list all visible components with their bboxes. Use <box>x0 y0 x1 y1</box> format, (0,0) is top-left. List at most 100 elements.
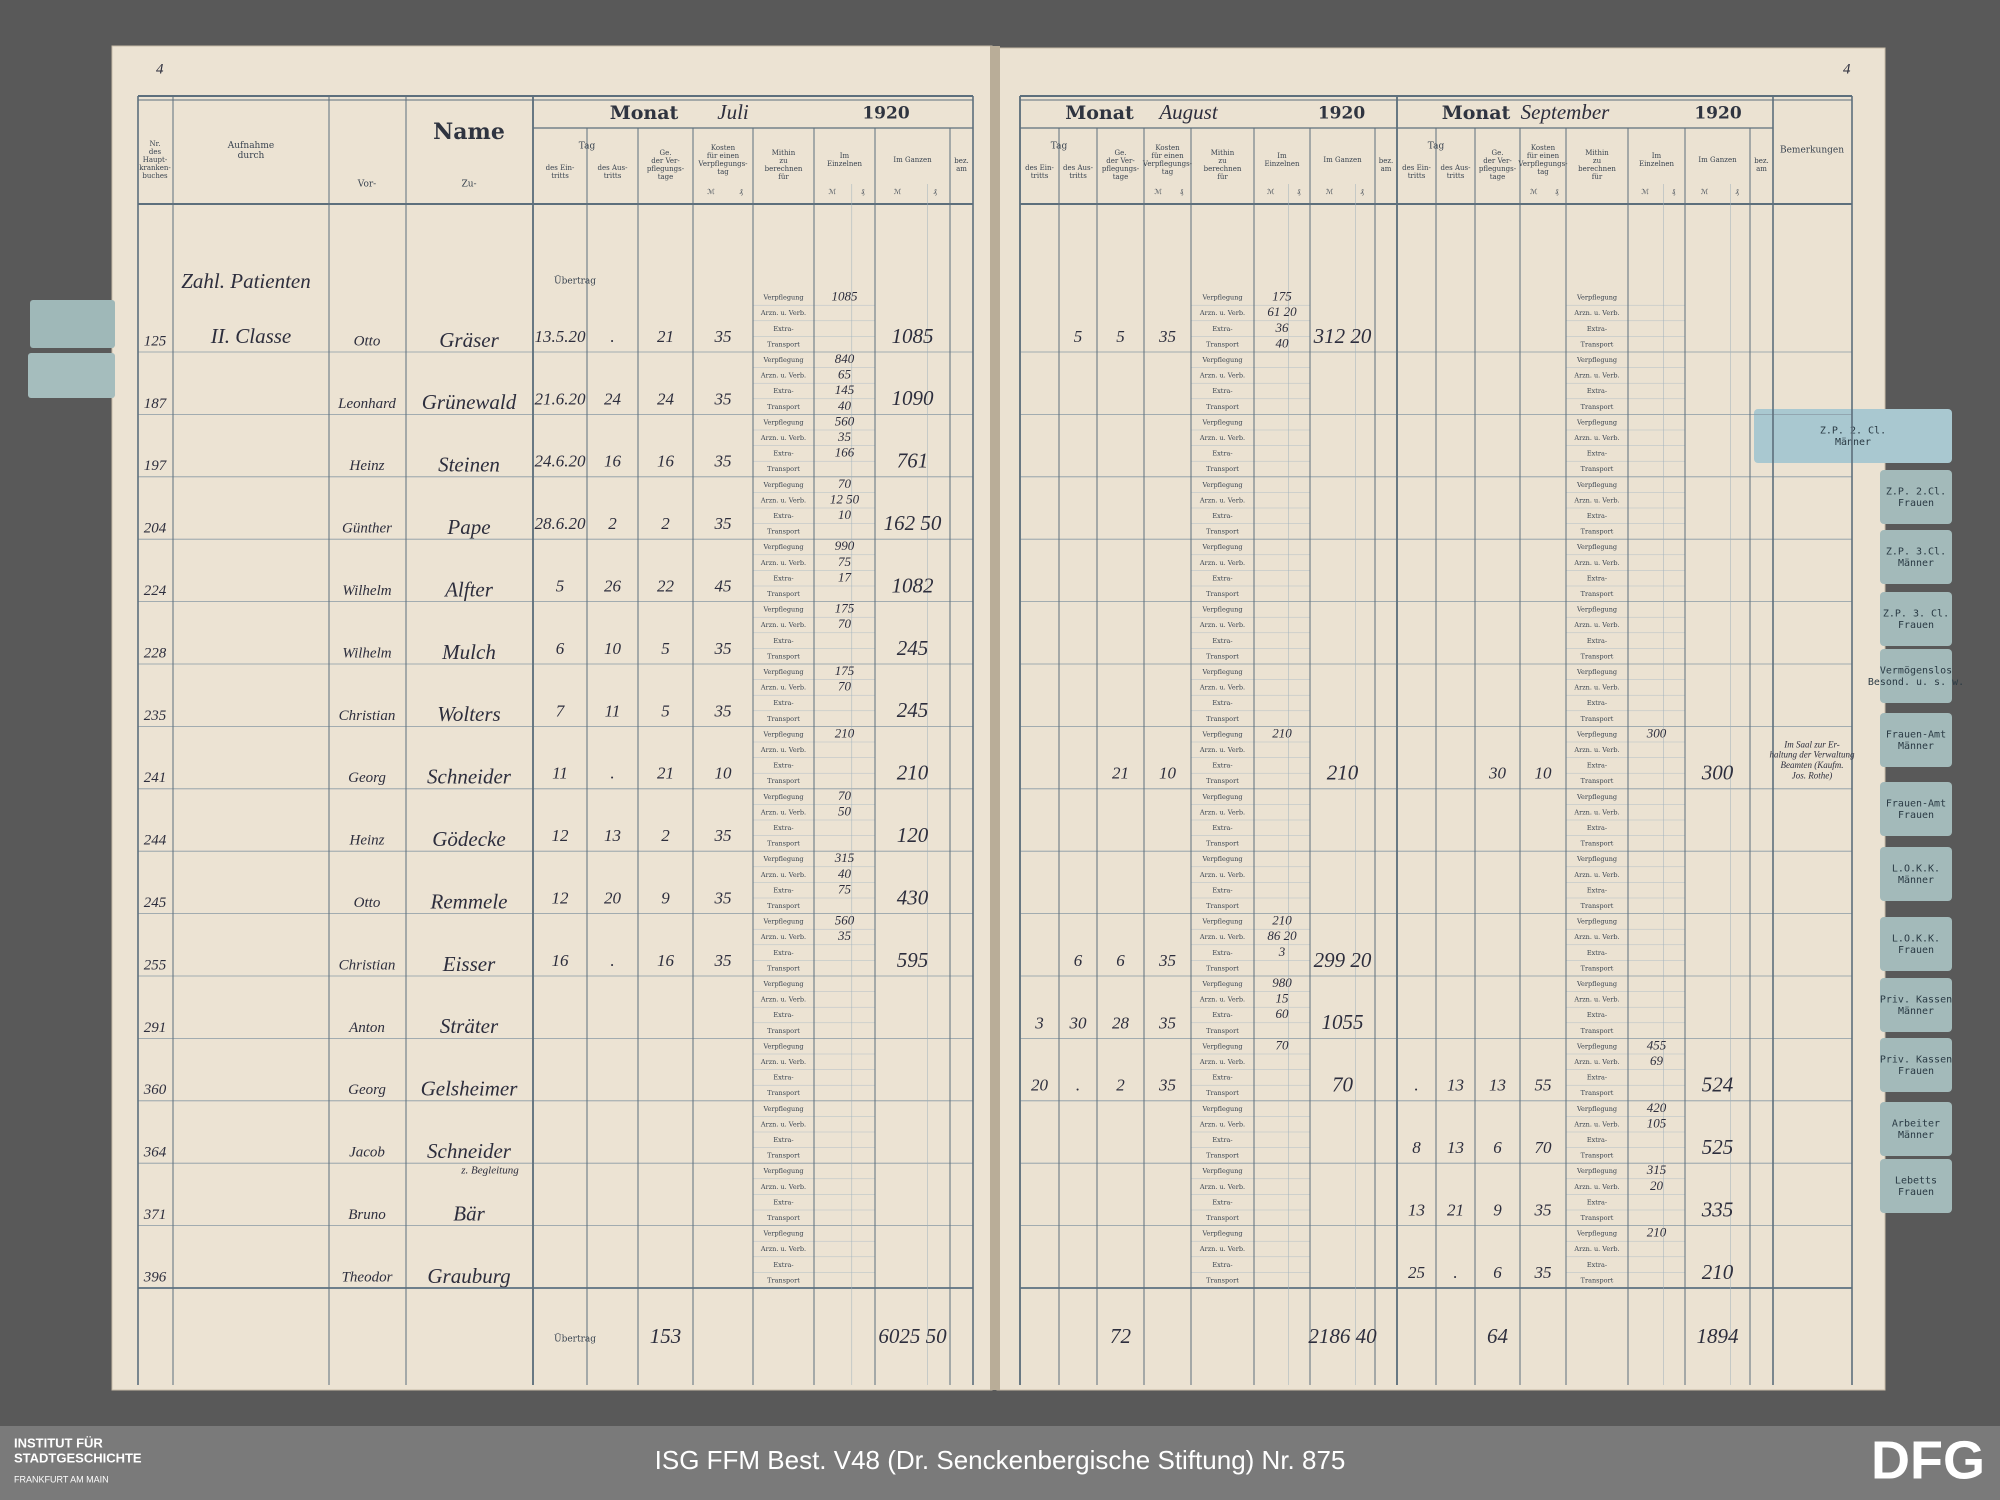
mithin-label: Arzn. u. Verb. <box>1199 621 1245 629</box>
cell-ganzen: 1082 <box>892 573 935 597</box>
mithin-label: Transport <box>1581 1027 1614 1035</box>
col-einzeln: Im Einzelnen <box>1639 152 1675 168</box>
mithin-label: Verpflegung <box>762 418 803 426</box>
mithin-label: Verpflegung <box>1576 918 1617 926</box>
mithin-label: Verpflegung <box>1201 481 1242 489</box>
cell-ein: 13 <box>1408 1201 1425 1220</box>
mithin-label: Extra- <box>1212 387 1232 395</box>
cell-tage: 5 <box>1116 327 1125 346</box>
row-zuname: Mulch <box>441 640 496 664</box>
mithin-label: Verpflegung <box>1201 294 1242 302</box>
mithin-label: Verpflegung <box>1576 730 1617 738</box>
row-nr: 255 <box>144 957 167 973</box>
cell-aus: . <box>1453 1263 1457 1282</box>
mithin-label: Verpflegung <box>1576 668 1617 676</box>
col-mark: ℳ <box>894 188 902 196</box>
mithin-label: Transport <box>1206 1152 1239 1160</box>
cell-ganzen: 210 <box>1702 1260 1734 1284</box>
cell-ein: 28.6.20 <box>535 514 587 533</box>
tab <box>28 353 115 398</box>
row-nr: 244 <box>144 833 167 849</box>
row-vorname: Otto <box>354 333 381 349</box>
row-nr: 235 <box>144 708 167 724</box>
col-ein: des Ein-tritts <box>1025 164 1054 180</box>
mithin-label: Extra- <box>1587 387 1607 395</box>
row-zuname: Pape <box>446 515 490 539</box>
cell-einzeln: 20 <box>1650 1178 1664 1193</box>
cell-einzeln: 75 <box>838 881 852 896</box>
cell-ganzen: 210 <box>897 761 929 785</box>
mithin-label: Transport <box>1581 1214 1614 1222</box>
mithin-label: Verpflegung <box>1201 855 1242 863</box>
cell-einzeln: 990 <box>835 538 855 553</box>
mithin-label: Transport <box>1206 840 1239 848</box>
mithin-label: Extra- <box>1587 574 1607 582</box>
mithin-label: Arzn. u. Verb. <box>1573 1183 1619 1191</box>
mithin-label: Verpflegung <box>1201 418 1242 426</box>
mithin-label: Extra- <box>1212 637 1232 645</box>
city: FRANKFURT AM MAIN <box>14 1474 109 1484</box>
cell-einzeln: 70 <box>838 476 852 491</box>
col-mark: ℳ <box>829 188 837 196</box>
mithin-label: Verpflegung <box>762 1167 803 1175</box>
cell-einzeln: 175 <box>835 601 855 616</box>
cell-aus: 6 <box>1074 951 1083 970</box>
mithin-label: Extra- <box>1212 762 1232 770</box>
row-vorname: Christian <box>339 957 396 973</box>
col-pf: ₰ <box>739 188 743 196</box>
mithin-label: Arzn. u. Verb. <box>760 1245 806 1253</box>
cell-ein: 16 <box>552 951 570 970</box>
mithin-label: Verpflegung <box>1576 543 1617 551</box>
mithin-label: Transport <box>767 1276 800 1284</box>
row-vorname: Heinz <box>349 458 385 474</box>
cell-tage: 6 <box>1493 1263 1502 1282</box>
cell-tage: 30 <box>1488 764 1507 783</box>
month-label: Monat <box>1065 102 1134 124</box>
total-tage: 153 <box>650 1324 682 1348</box>
mithin-label: Arzn. u. Verb. <box>1573 1058 1619 1066</box>
col-mark: ℳ <box>1530 188 1538 196</box>
col-pf: ₰ <box>1672 188 1676 196</box>
row-vorname: Otto <box>354 895 381 911</box>
tab <box>1880 978 1952 1032</box>
mithin-label: Verpflegung <box>1201 980 1242 988</box>
mithin-label: Verpflegung <box>1201 1042 1242 1050</box>
row-bemerkung: Im Saal zur Er-haltung der Verwaltung Bea… <box>1770 739 1855 780</box>
mithin-label: Extra- <box>773 1011 793 1019</box>
mithin-label: Transport <box>767 1089 800 1097</box>
month-name: August <box>1157 100 1219 124</box>
cell-tage: 21 <box>1112 764 1129 783</box>
mithin-label: Extra- <box>1587 1011 1607 1019</box>
row-note: z. Begleitung <box>460 1165 519 1177</box>
mithin-label: Arzn. u. Verb. <box>1573 684 1619 692</box>
mithin-label: Verpflegung <box>762 730 803 738</box>
cell-einzeln: 145 <box>835 382 855 397</box>
cell-einzeln: 10 <box>838 507 852 522</box>
cell-kosten: 35 <box>714 951 732 970</box>
mithin-label: Transport <box>767 840 800 848</box>
total-tage: 72 <box>1110 1324 1132 1348</box>
header-aufnahme: Aufnahme durch <box>227 140 274 160</box>
row-vorname: Wilhelm <box>342 645 391 661</box>
cell-einzeln: 60 <box>1276 1006 1290 1021</box>
tab <box>1880 1159 1952 1213</box>
col-tag: Tag <box>1428 142 1445 152</box>
col-einzeln: Im Einzelnen <box>827 152 863 168</box>
row-zuname: Bär <box>453 1201 485 1225</box>
col-bez: bez. am <box>954 157 969 173</box>
mithin-label: Extra- <box>773 1261 793 1269</box>
mithin-label: Extra- <box>1587 1261 1607 1269</box>
header-zu: Zu- <box>461 180 476 190</box>
mithin-label: Verpflegung <box>1201 606 1242 614</box>
cell-einzeln: 35 <box>837 928 852 943</box>
row-nr: 241 <box>144 770 167 786</box>
cell-einzeln: 300 <box>1646 725 1667 740</box>
col-mark: ℳ <box>1701 188 1709 196</box>
cell-einzeln: 175 <box>835 663 855 678</box>
cell-tage: 9 <box>1493 1201 1502 1220</box>
cell-einzeln: 420 <box>1647 1100 1667 1115</box>
mithin-label: Extra- <box>1212 1074 1232 1082</box>
cell-aus: 13 <box>604 826 621 845</box>
cell-ein: 12 <box>552 826 570 845</box>
cell-ganzen: 1055 <box>1322 1010 1364 1034</box>
